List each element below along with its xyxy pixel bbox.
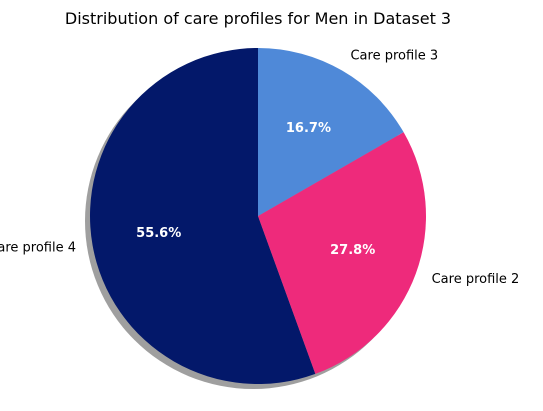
pct-label-care-profile-2: 27.8% (330, 243, 375, 258)
pie-slice-care-profile-2 (258, 132, 427, 374)
chart-title: Distribution of care profiles for Men in… (65, 9, 451, 28)
pie-slice-care-profile-4 (90, 48, 316, 384)
category-label-care-profile-2: Care profile 2 (432, 272, 520, 287)
pie-slice-care-profile-3 (258, 48, 404, 216)
pie-labels: 55.6% Care profile 4 27.8% Care profile 2 16… (0, 49, 519, 287)
pct-label-care-profile-4: 55.6% (136, 226, 181, 241)
pie-slices (90, 48, 427, 384)
category-label-care-profile-4: Care profile 4 (0, 241, 76, 256)
category-label-care-profile-3: Care profile 3 (350, 49, 438, 64)
pct-label-care-profile-3: 16.7% (286, 121, 331, 136)
